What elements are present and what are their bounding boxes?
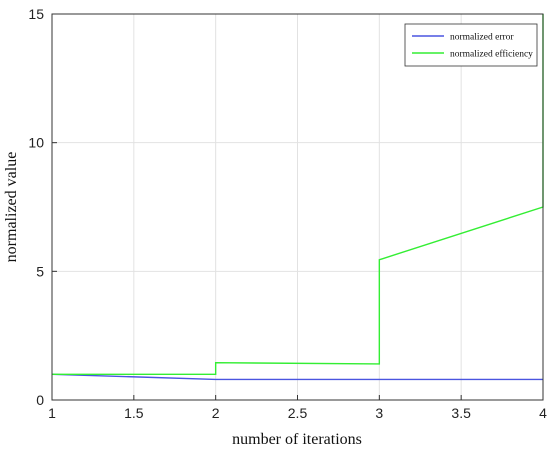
y-tick-label: 0	[36, 392, 44, 408]
series-line-normalized-error	[51, 373, 543, 381]
y-tick-label: 10	[28, 135, 44, 151]
y-tick-label: 15	[28, 6, 44, 22]
y-axis-title: normalized value	[3, 152, 20, 263]
x-tick-label: 1	[48, 405, 56, 421]
x-tick-label: 2.5	[288, 405, 308, 421]
x-tick-label: 2	[212, 405, 220, 421]
legend-label: normalized error	[450, 33, 514, 43]
legend: normalized error normalized efficiency	[404, 23, 538, 67]
x-tick-label: 3	[375, 405, 383, 421]
legend-label: normalized efficiency	[450, 49, 533, 60]
x-tick-label: 4	[539, 405, 547, 421]
x-axis-ticks: 1 1.5 2 2.5 3 3.5 4	[48, 395, 547, 421]
x-tick-label: 1.5	[124, 405, 144, 421]
y-tick-label: 5	[36, 263, 44, 279]
x-axis-title: number of iterations	[232, 431, 362, 448]
legend-box	[404, 23, 538, 67]
y-axis-ticks: 0 5 10 15	[28, 6, 57, 408]
x-tick-label: 3.5	[451, 405, 471, 421]
